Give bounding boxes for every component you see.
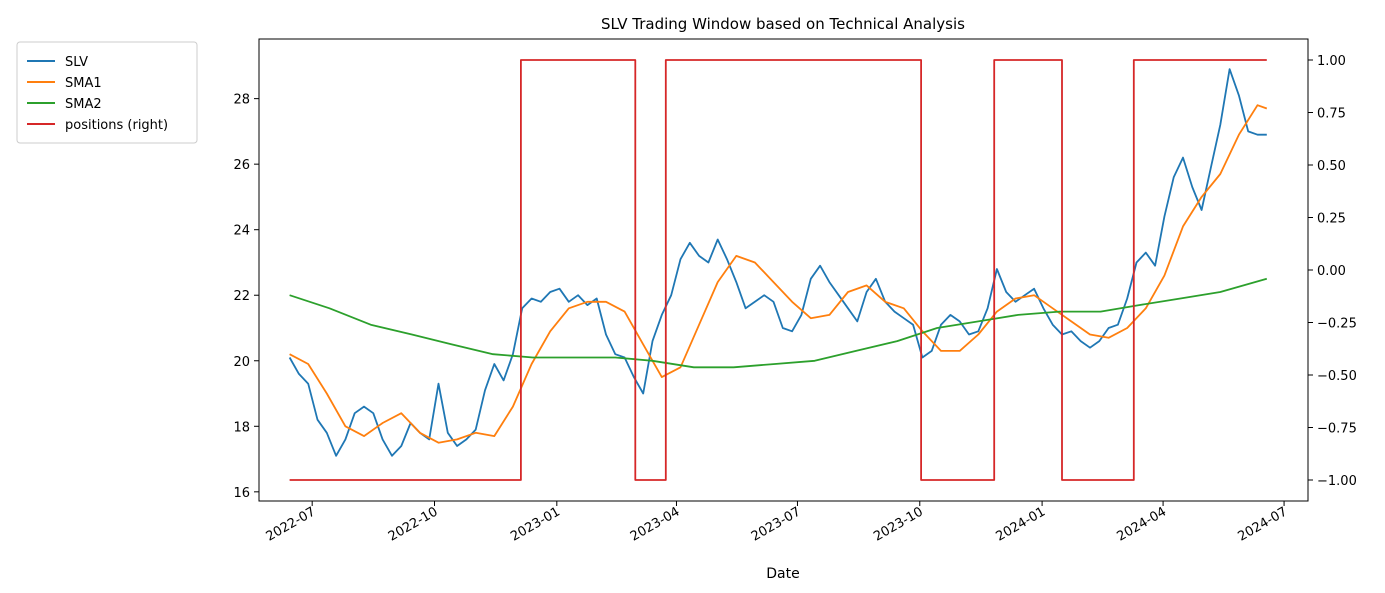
legend: SLV SMA1 SMA2 positions (right) (16, 41, 198, 144)
legend-label-sma2: SMA2 (65, 97, 102, 112)
legend-frame (16, 41, 198, 144)
x-axis-label: Date (766, 566, 799, 582)
left-tick-label: 24 (233, 224, 250, 239)
left-tick-label: 18 (233, 420, 250, 435)
series-line-sma2 (289, 277, 1268, 369)
right-tick-label: 0.00 (1317, 264, 1346, 279)
right-tick-label: 0.50 (1317, 159, 1346, 174)
left-tick-label: 20 (233, 355, 250, 370)
right-tick-label: −0.50 (1317, 369, 1357, 384)
legend-label-slv: SLV (65, 55, 88, 70)
left-tick-label: 22 (233, 289, 250, 304)
left-tick-label: 16 (233, 486, 250, 501)
right-tick-label: 0.75 (1317, 107, 1346, 122)
right-tick-label: 0.25 (1317, 212, 1346, 227)
left-tick-label: 28 (233, 93, 250, 108)
legend-label-sma1: SMA1 (65, 76, 102, 91)
right-tick-label: −1.00 (1317, 474, 1357, 489)
series-layer (288, 59, 1268, 481)
series-line-sma1 (289, 104, 1268, 444)
right-tick-label: −0.25 (1317, 317, 1357, 332)
left-tick-label: 26 (233, 158, 250, 173)
chart-title: SLV Trading Window based on Technical An… (601, 15, 965, 33)
series-line-positions-right (289, 59, 1267, 481)
legend-label-positions-right: positions (right) (65, 118, 168, 133)
right-tick-label: −0.75 (1317, 422, 1357, 437)
right-tick-label: 1.00 (1317, 54, 1346, 69)
left-y-axis: 16 18 20 22 24 26 28 (233, 93, 259, 501)
right-y-axis: 1.00 0.75 0.50 0.25 0.00 −0.25 −0.50 −0.75 −1.00 (1308, 54, 1357, 489)
